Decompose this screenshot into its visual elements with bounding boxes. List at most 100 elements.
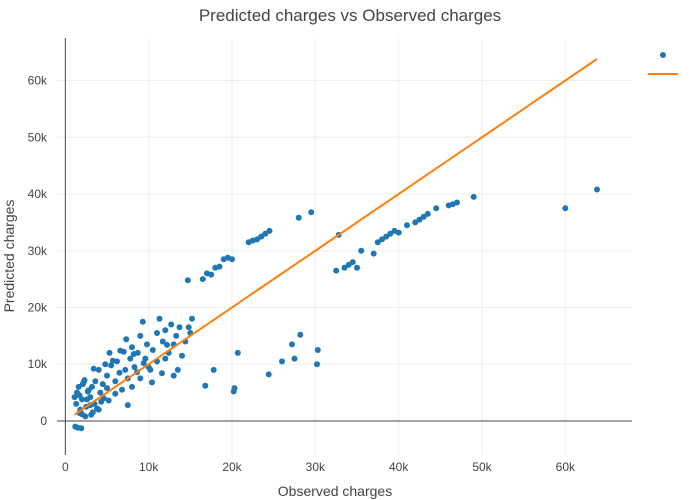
reference-line xyxy=(73,58,598,416)
data-point xyxy=(229,256,235,263)
data-point xyxy=(97,389,104,396)
x-tick-label: 60k xyxy=(556,460,576,474)
data-point xyxy=(291,355,298,362)
data-point xyxy=(164,341,170,348)
gridlines xyxy=(57,38,632,455)
data-point xyxy=(433,205,440,212)
data-point xyxy=(99,381,106,388)
data-point xyxy=(131,364,138,371)
data-point xyxy=(199,276,206,283)
data-point xyxy=(130,351,137,357)
data-point xyxy=(202,382,209,389)
data-point xyxy=(454,199,460,206)
y-tick-label: 40k xyxy=(28,187,48,201)
data-point xyxy=(185,324,192,331)
x-tick-label: 30k xyxy=(306,460,326,474)
data-point xyxy=(162,355,169,362)
data-point xyxy=(71,394,78,401)
data-point xyxy=(162,327,169,334)
data-point xyxy=(470,193,477,200)
x-tick-label: 10k xyxy=(139,460,159,474)
data-point xyxy=(79,396,85,403)
data-point xyxy=(112,390,119,397)
data-point xyxy=(117,347,124,354)
x-axis-ticks: 0 10k 20k 30k 40k 50k 60k xyxy=(62,460,576,474)
data-point xyxy=(416,216,423,223)
x-axis-title: Observed charges xyxy=(278,483,392,499)
data-point xyxy=(129,344,135,351)
data-point xyxy=(142,355,149,362)
data-point xyxy=(98,398,105,405)
data-point xyxy=(279,358,285,365)
data-point xyxy=(168,321,175,328)
x-tick-label: 40k xyxy=(389,460,409,474)
data-point xyxy=(159,338,166,345)
data-point xyxy=(123,336,130,343)
data-point xyxy=(139,318,146,325)
data-point xyxy=(102,361,109,368)
data-point xyxy=(358,247,365,254)
data-point xyxy=(354,264,360,271)
data-point xyxy=(105,397,112,404)
reference-line-series xyxy=(73,58,598,416)
data-point xyxy=(154,330,160,336)
data-point xyxy=(170,372,177,379)
data-point xyxy=(297,331,304,338)
data-point xyxy=(109,357,116,364)
data-point xyxy=(234,349,241,356)
data-point xyxy=(424,210,431,217)
y-axis-ticks: 0 10k 20k 30k 40k 50k 60k xyxy=(28,74,48,428)
data-point xyxy=(84,388,91,395)
data-point xyxy=(289,341,295,348)
legend[interactable] xyxy=(648,52,678,75)
x-tick-label: 20k xyxy=(222,460,242,474)
data-point xyxy=(370,250,377,257)
data-point xyxy=(179,352,185,359)
legend-marker-points[interactable] xyxy=(660,52,666,58)
data-point xyxy=(140,360,147,367)
data-point xyxy=(94,405,100,412)
data-point xyxy=(104,372,110,379)
data-point xyxy=(119,386,125,393)
data-point xyxy=(82,413,89,420)
data-point xyxy=(341,264,348,271)
data-point xyxy=(266,227,273,234)
data-point xyxy=(137,375,144,382)
x-tick-label: 50k xyxy=(472,460,492,474)
data-point xyxy=(78,425,85,432)
data-point xyxy=(149,379,155,386)
data-point xyxy=(333,267,340,274)
data-point xyxy=(159,370,165,377)
data-point xyxy=(90,365,97,372)
data-point xyxy=(144,341,150,348)
data-point xyxy=(295,214,302,221)
y-tick-label: 60k xyxy=(28,74,48,88)
data-point xyxy=(308,209,315,216)
y-tick-label: 10k xyxy=(28,357,48,371)
x-tick-label: 0 xyxy=(62,460,69,474)
data-point xyxy=(80,379,87,386)
data-point xyxy=(314,361,320,368)
data-point xyxy=(108,362,115,369)
y-tick-label: 0 xyxy=(40,414,47,428)
data-point xyxy=(73,400,80,407)
data-point xyxy=(562,205,569,212)
y-axis-title: Predicted charges xyxy=(1,200,17,313)
data-point xyxy=(208,271,215,278)
y-tick-label: 30k xyxy=(28,244,48,258)
data-point xyxy=(112,378,119,385)
data-point xyxy=(231,385,238,392)
data-point xyxy=(176,324,183,331)
data-point xyxy=(174,366,181,373)
data-point xyxy=(404,222,410,229)
zero-lines xyxy=(57,38,632,455)
data-point xyxy=(216,263,223,270)
data-point xyxy=(314,347,321,353)
data-point xyxy=(349,259,356,266)
data-point xyxy=(189,315,195,322)
data-point xyxy=(87,394,94,401)
data-point xyxy=(156,315,163,322)
y-tick-label: 20k xyxy=(28,300,48,314)
y-tick-label: 50k xyxy=(28,130,48,144)
